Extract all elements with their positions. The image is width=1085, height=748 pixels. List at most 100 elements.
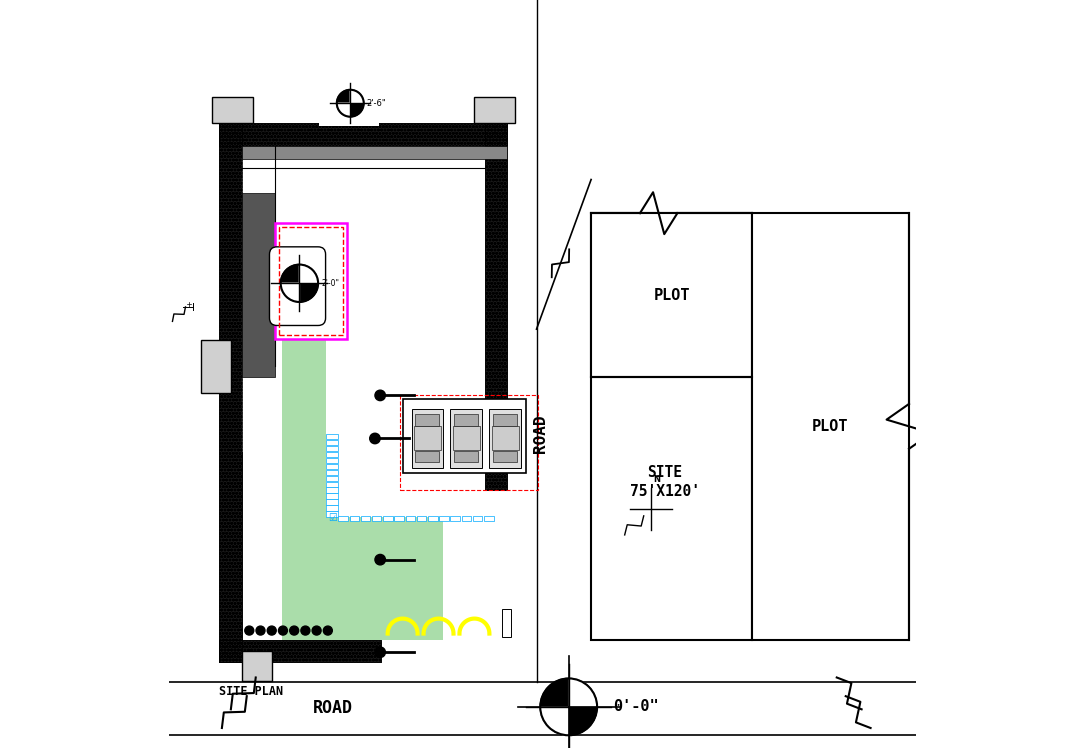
Bar <box>452 426 480 450</box>
Bar <box>349 516 359 521</box>
Bar <box>219 123 508 146</box>
Text: PLOT: PLOT <box>653 288 690 303</box>
Bar <box>450 516 460 521</box>
Bar <box>326 458 339 463</box>
Circle shape <box>245 626 254 635</box>
Polygon shape <box>336 90 350 117</box>
Polygon shape <box>569 678 597 735</box>
Circle shape <box>375 390 385 401</box>
Bar <box>219 123 242 662</box>
Bar <box>326 434 339 439</box>
Bar <box>403 399 526 473</box>
Bar <box>326 494 339 499</box>
Polygon shape <box>299 265 318 283</box>
Bar <box>439 516 449 521</box>
Text: ☑: ☑ <box>328 513 336 524</box>
Bar <box>473 516 483 521</box>
Polygon shape <box>540 678 569 735</box>
Text: 0'-0": 0'-0" <box>613 699 660 714</box>
Polygon shape <box>569 678 597 707</box>
Circle shape <box>312 626 321 635</box>
Text: SITE
75'X120': SITE 75'X120' <box>630 465 700 499</box>
Bar <box>455 414 478 426</box>
Circle shape <box>290 626 298 635</box>
Bar <box>417 516 426 521</box>
Bar <box>489 409 521 468</box>
Bar <box>416 451 439 462</box>
Text: ROAD: ROAD <box>533 414 548 453</box>
Text: PLOT: PLOT <box>813 419 848 434</box>
Bar <box>326 488 339 493</box>
Bar <box>429 516 437 521</box>
Circle shape <box>375 554 385 565</box>
Bar <box>474 97 514 123</box>
Bar <box>319 123 379 126</box>
Bar <box>484 516 494 521</box>
Bar <box>455 451 478 462</box>
Bar <box>279 227 343 335</box>
Circle shape <box>279 626 288 635</box>
Bar <box>399 395 538 490</box>
Text: ROAD: ROAD <box>314 699 353 717</box>
Bar <box>219 640 381 662</box>
Bar <box>326 470 339 475</box>
Text: 2'-6": 2'-6" <box>367 99 386 108</box>
Bar <box>326 500 339 505</box>
Circle shape <box>370 433 380 444</box>
Bar <box>394 516 404 521</box>
Bar <box>282 517 443 640</box>
Bar <box>493 414 518 426</box>
Text: 2'-0": 2'-0" <box>322 279 340 288</box>
Bar <box>406 516 416 521</box>
Bar <box>752 213 909 640</box>
Polygon shape <box>336 103 350 117</box>
Bar <box>219 123 242 662</box>
Bar <box>326 512 339 517</box>
Polygon shape <box>350 90 363 103</box>
Polygon shape <box>281 283 299 302</box>
Bar <box>326 452 339 457</box>
Circle shape <box>323 626 332 635</box>
Bar <box>219 123 508 146</box>
Bar <box>492 426 519 450</box>
Bar <box>212 97 253 123</box>
Bar <box>413 426 441 450</box>
Bar <box>276 223 346 339</box>
Circle shape <box>267 626 277 635</box>
Polygon shape <box>281 265 299 302</box>
Bar <box>450 409 482 468</box>
Circle shape <box>301 626 310 635</box>
Bar <box>462 516 471 521</box>
Bar <box>485 123 508 490</box>
Circle shape <box>256 626 265 635</box>
Polygon shape <box>350 90 363 117</box>
Bar <box>591 213 752 640</box>
Bar <box>326 506 339 511</box>
Bar <box>242 146 508 159</box>
Bar <box>339 516 348 521</box>
Bar <box>411 409 443 468</box>
Bar <box>242 146 485 452</box>
Bar <box>326 440 339 445</box>
Bar <box>242 651 271 681</box>
Bar <box>298 452 485 640</box>
Bar <box>493 451 518 462</box>
Bar <box>219 640 381 662</box>
Bar <box>383 516 393 521</box>
Bar <box>326 446 339 451</box>
Bar <box>416 414 439 426</box>
Bar <box>326 482 339 487</box>
Bar <box>372 516 382 521</box>
Bar <box>485 123 508 490</box>
Bar <box>360 516 370 521</box>
Bar <box>326 476 339 481</box>
FancyBboxPatch shape <box>269 247 326 325</box>
Polygon shape <box>540 707 569 735</box>
Bar <box>282 307 326 517</box>
Text: SITE PLAN: SITE PLAN <box>219 685 283 698</box>
Polygon shape <box>299 265 318 302</box>
Bar <box>242 194 276 376</box>
Bar <box>326 464 339 469</box>
Text: N: N <box>653 475 660 484</box>
Bar <box>502 609 511 637</box>
